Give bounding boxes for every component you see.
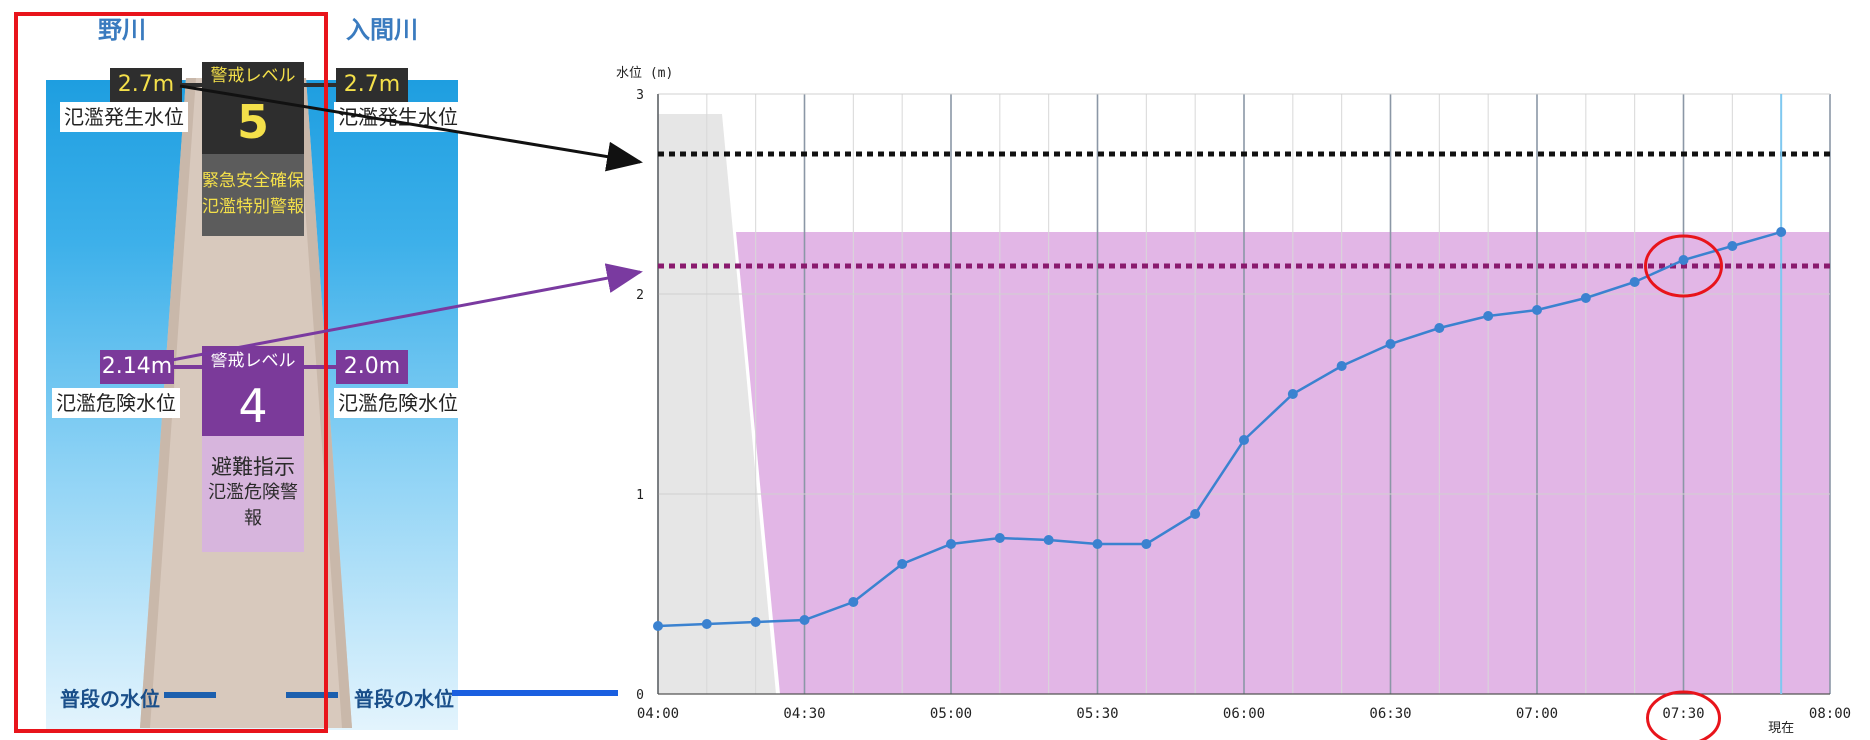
arrow-overflow-level — [179, 84, 643, 172]
data-point — [994, 533, 1005, 543]
data-point — [1336, 361, 1347, 371]
x-tick-label: 08:00 — [1809, 706, 1851, 722]
level5-desc-line1: 緊急安全確保 — [202, 171, 304, 191]
data-point — [701, 619, 712, 629]
y-tick-label: 0 — [636, 688, 644, 703]
level4-left-value: 2.14m — [100, 350, 174, 384]
normal-level-right-label: 普段の水位 — [354, 687, 454, 711]
data-point — [1678, 255, 1689, 265]
x-tick-label: 04:00 — [637, 706, 679, 722]
level4-left-label: 氾濫危険水位 — [52, 388, 180, 418]
data-point — [653, 621, 663, 631]
level5-number: 5 — [202, 90, 304, 154]
shaded-area — [736, 232, 1830, 694]
data-point — [1776, 227, 1787, 237]
data-point — [946, 539, 956, 549]
data-point — [1043, 535, 1054, 545]
data-point — [1190, 509, 1201, 519]
data-point — [1434, 323, 1445, 333]
gray-area — [658, 114, 776, 694]
highlight-crossing-circle — [1644, 234, 1723, 298]
y-tick-label: 3 — [636, 88, 644, 103]
level5-description: 緊急安全確保 氾濫特別警報 — [202, 154, 304, 236]
level5-title: 警戒レベル — [202, 62, 304, 90]
data-point — [1141, 539, 1152, 549]
river-name-right: 入間川 — [346, 16, 418, 44]
data-point — [1092, 539, 1103, 549]
highlight-time-circle — [1646, 690, 1721, 740]
data-point — [1629, 277, 1640, 287]
level4-right-label: 氾濫危険水位 — [334, 388, 462, 418]
data-point — [1580, 293, 1591, 303]
level5-left-label: 氾濫発生水位 — [60, 102, 188, 132]
level4-desc-line2: 氾濫危険警報 — [208, 482, 298, 529]
y-tick-label: 1 — [636, 488, 644, 503]
level4-box: 警戒レベル 4 避難指示 氾濫危険警報 — [202, 346, 304, 552]
data-point — [750, 617, 761, 627]
y-tick-label: 2 — [636, 288, 644, 303]
current-time-label: 現在 — [1768, 721, 1794, 736]
level4-right-value: 2.0m — [336, 350, 408, 384]
normal-level-left-label: 普段の水位 — [60, 687, 160, 711]
data-point — [1727, 241, 1738, 251]
data-point — [1483, 311, 1494, 321]
data-point — [1385, 339, 1396, 349]
river-name-left: 野川 — [98, 16, 146, 44]
level4-title: 警戒レベル — [202, 346, 304, 376]
data-point — [1239, 435, 1249, 445]
water-level-line — [657, 230, 1782, 628]
x-tick-label: 06:30 — [1369, 706, 1411, 722]
level5-right-label: 氾濫発生水位 — [334, 102, 462, 132]
level5-left-value: 2.7m — [110, 68, 182, 102]
x-tick-label: 05:00 — [930, 706, 972, 722]
level5-box: 警戒レベル 5 緊急安全確保 氾濫特別警報 — [202, 62, 304, 262]
data-point — [848, 597, 859, 607]
x-tick-label: 04:30 — [783, 706, 825, 722]
data-point — [1287, 389, 1298, 399]
arrow-danger-level — [171, 263, 643, 362]
nogawa-highlight-frame — [14, 12, 328, 733]
level5-desc-line2: 氾濫特別警報 — [202, 197, 304, 217]
level4-desc-line1: 避難指示 — [211, 455, 295, 479]
data-point — [799, 615, 810, 625]
y-axis-label: 水位 (m) — [616, 66, 673, 81]
x-tick-label: 07:30 — [1662, 706, 1704, 722]
data-point — [897, 559, 908, 569]
x-tick-label: 06:00 — [1223, 706, 1265, 722]
data-point — [1532, 305, 1542, 315]
level4-description: 避難指示 氾濫危険警報 — [202, 436, 304, 552]
level4-number: 4 — [202, 376, 304, 436]
x-tick-label: 07:00 — [1516, 706, 1558, 722]
level5-right-value: 2.7m — [336, 68, 408, 102]
x-tick-label: 05:30 — [1076, 706, 1118, 722]
